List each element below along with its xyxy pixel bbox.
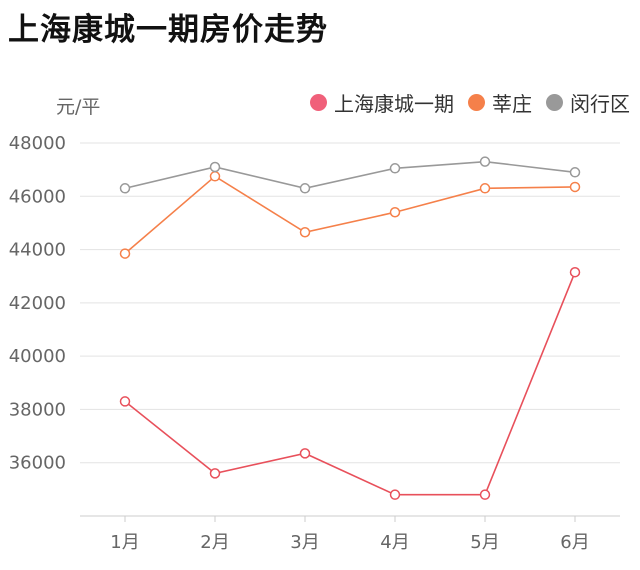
data-point[interactable]	[479, 183, 491, 194]
grid-lines	[80, 142, 620, 464]
data-point[interactable]	[389, 489, 401, 500]
y-axis-unit-label: 元/平	[56, 96, 101, 118]
series-2	[119, 156, 581, 194]
y-axis-ticks: 48000 46000 44000 42000 40000 38000 36000	[9, 133, 66, 474]
data-point[interactable]	[299, 183, 311, 194]
y-tick-label: 48000	[9, 133, 66, 154]
data-point[interactable]	[569, 181, 581, 193]
legend: 上海康城一期 莘庄 闵行区	[310, 88, 630, 117]
legend-dot-series-1	[468, 94, 485, 111]
data-point[interactable]	[299, 227, 311, 238]
y-tick-label: 38000	[9, 399, 66, 420]
x-tick-label: 1月	[110, 532, 139, 553]
series-1	[119, 171, 581, 259]
legend-item-series-2[interactable]: 闵行区	[546, 88, 630, 117]
legend-dot-series-0	[310, 94, 327, 111]
series-lines	[119, 156, 581, 500]
x-tick-label: 4月	[380, 532, 409, 553]
data-point[interactable]	[119, 248, 131, 259]
legend-label-series-1: 莘庄	[492, 92, 532, 116]
y-tick-label: 36000	[9, 453, 66, 474]
data-point[interactable]	[209, 468, 221, 479]
data-point[interactable]	[209, 161, 221, 173]
y-tick-label: 42000	[9, 293, 66, 314]
legend-item-series-1[interactable]: 莘庄	[468, 88, 532, 117]
legend-label-series-2: 闵行区	[570, 92, 630, 116]
data-point[interactable]	[569, 266, 581, 278]
data-point[interactable]	[479, 489, 491, 500]
x-tick-label: 5月	[470, 532, 499, 553]
series-0	[119, 266, 581, 500]
data-point[interactable]	[479, 156, 491, 167]
x-tick-label: 6月	[560, 532, 589, 553]
data-point[interactable]	[119, 183, 131, 194]
data-point[interactable]	[569, 167, 581, 178]
data-point[interactable]	[389, 207, 401, 218]
data-point[interactable]	[119, 396, 131, 407]
legend-dot-series-2	[546, 94, 563, 111]
legend-label-series-0: 上海康城一期	[334, 92, 454, 116]
chart-title: 上海康城一期房价走势	[8, 12, 328, 48]
x-tick-label: 2月	[200, 532, 229, 553]
y-tick-label: 44000	[9, 240, 66, 261]
series-line-1	[124, 175, 576, 255]
series-line-2	[124, 160, 576, 190]
data-point[interactable]	[389, 163, 401, 174]
x-tick-label: 3月	[290, 532, 319, 553]
series-line-0	[124, 271, 576, 496]
y-tick-label: 46000	[9, 186, 66, 207]
y-tick-label: 40000	[9, 346, 66, 367]
x-axis: 1月 2月 3月 4月 5月 6月	[80, 515, 620, 553]
legend-item-series-0[interactable]: 上海康城一期	[310, 88, 454, 117]
data-point[interactable]	[299, 448, 311, 459]
data-point[interactable]	[209, 171, 221, 182]
